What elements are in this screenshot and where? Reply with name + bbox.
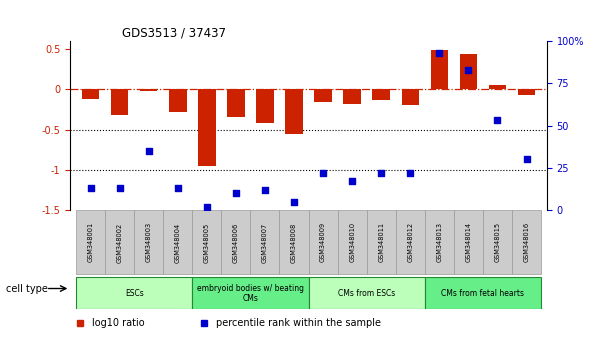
Bar xyxy=(192,210,221,274)
Bar xyxy=(425,278,541,309)
Point xyxy=(434,50,444,56)
Text: GSM348004: GSM348004 xyxy=(175,222,181,263)
Bar xyxy=(251,210,279,274)
Text: GSM348009: GSM348009 xyxy=(320,222,326,262)
Text: GSM348015: GSM348015 xyxy=(494,222,500,262)
Point xyxy=(173,185,183,191)
Bar xyxy=(163,210,192,274)
Text: embryoid bodies w/ beating
CMs: embryoid bodies w/ beating CMs xyxy=(197,284,304,303)
Bar xyxy=(227,89,244,118)
Text: GSM348010: GSM348010 xyxy=(349,222,355,262)
Bar xyxy=(483,210,512,274)
Bar xyxy=(134,210,163,274)
Point xyxy=(318,170,328,176)
Bar xyxy=(105,210,134,274)
Bar xyxy=(489,85,506,89)
Text: GSM348016: GSM348016 xyxy=(524,222,530,262)
Text: GSM348008: GSM348008 xyxy=(291,222,297,263)
Bar xyxy=(396,210,425,274)
Bar xyxy=(338,210,367,274)
Text: log10 ratio: log10 ratio xyxy=(92,318,144,328)
Bar xyxy=(343,89,361,104)
Bar xyxy=(367,210,396,274)
Point xyxy=(347,179,357,184)
Point xyxy=(492,118,502,123)
Point xyxy=(376,170,386,176)
Bar xyxy=(111,89,128,115)
Text: GSM348003: GSM348003 xyxy=(146,222,152,262)
Bar xyxy=(76,278,192,309)
Bar xyxy=(459,55,477,89)
Point xyxy=(405,170,415,176)
Point xyxy=(464,67,474,72)
Point xyxy=(260,187,270,193)
Point xyxy=(86,185,95,191)
Bar xyxy=(309,210,338,274)
Text: GDS3513 / 37437: GDS3513 / 37437 xyxy=(122,27,226,40)
Bar xyxy=(512,210,541,274)
Bar xyxy=(192,278,309,309)
Bar xyxy=(431,50,448,89)
Text: GSM348006: GSM348006 xyxy=(233,222,239,263)
Point xyxy=(115,185,125,191)
Point xyxy=(202,204,212,210)
Point xyxy=(231,190,241,196)
Bar xyxy=(401,89,419,104)
Bar xyxy=(169,89,186,112)
Bar xyxy=(140,89,158,91)
Text: GSM348012: GSM348012 xyxy=(408,222,413,262)
Bar xyxy=(221,210,251,274)
Bar xyxy=(279,210,309,274)
Text: ESCs: ESCs xyxy=(125,289,144,298)
Bar xyxy=(198,89,216,166)
Bar xyxy=(373,89,390,101)
Bar xyxy=(454,210,483,274)
Text: CMs from ESCs: CMs from ESCs xyxy=(338,289,395,298)
Point xyxy=(522,156,532,162)
Bar xyxy=(82,89,100,99)
Bar xyxy=(518,89,535,95)
Text: GSM348005: GSM348005 xyxy=(204,222,210,263)
Text: cell type: cell type xyxy=(6,284,48,293)
Point xyxy=(289,199,299,205)
Point xyxy=(144,148,153,154)
Text: GSM348014: GSM348014 xyxy=(466,222,471,262)
Bar xyxy=(315,89,332,102)
Bar xyxy=(309,278,425,309)
Text: GSM348011: GSM348011 xyxy=(378,222,384,262)
Bar xyxy=(425,210,454,274)
Text: GSM348007: GSM348007 xyxy=(262,222,268,263)
Bar xyxy=(285,89,302,133)
Text: percentile rank within the sample: percentile rank within the sample xyxy=(216,318,381,328)
Text: CMs from fetal hearts: CMs from fetal hearts xyxy=(441,289,524,298)
Text: GSM348002: GSM348002 xyxy=(117,222,123,263)
Bar xyxy=(256,89,274,123)
Text: GSM348001: GSM348001 xyxy=(87,222,93,262)
Bar xyxy=(76,210,105,274)
Text: GSM348013: GSM348013 xyxy=(436,222,442,262)
